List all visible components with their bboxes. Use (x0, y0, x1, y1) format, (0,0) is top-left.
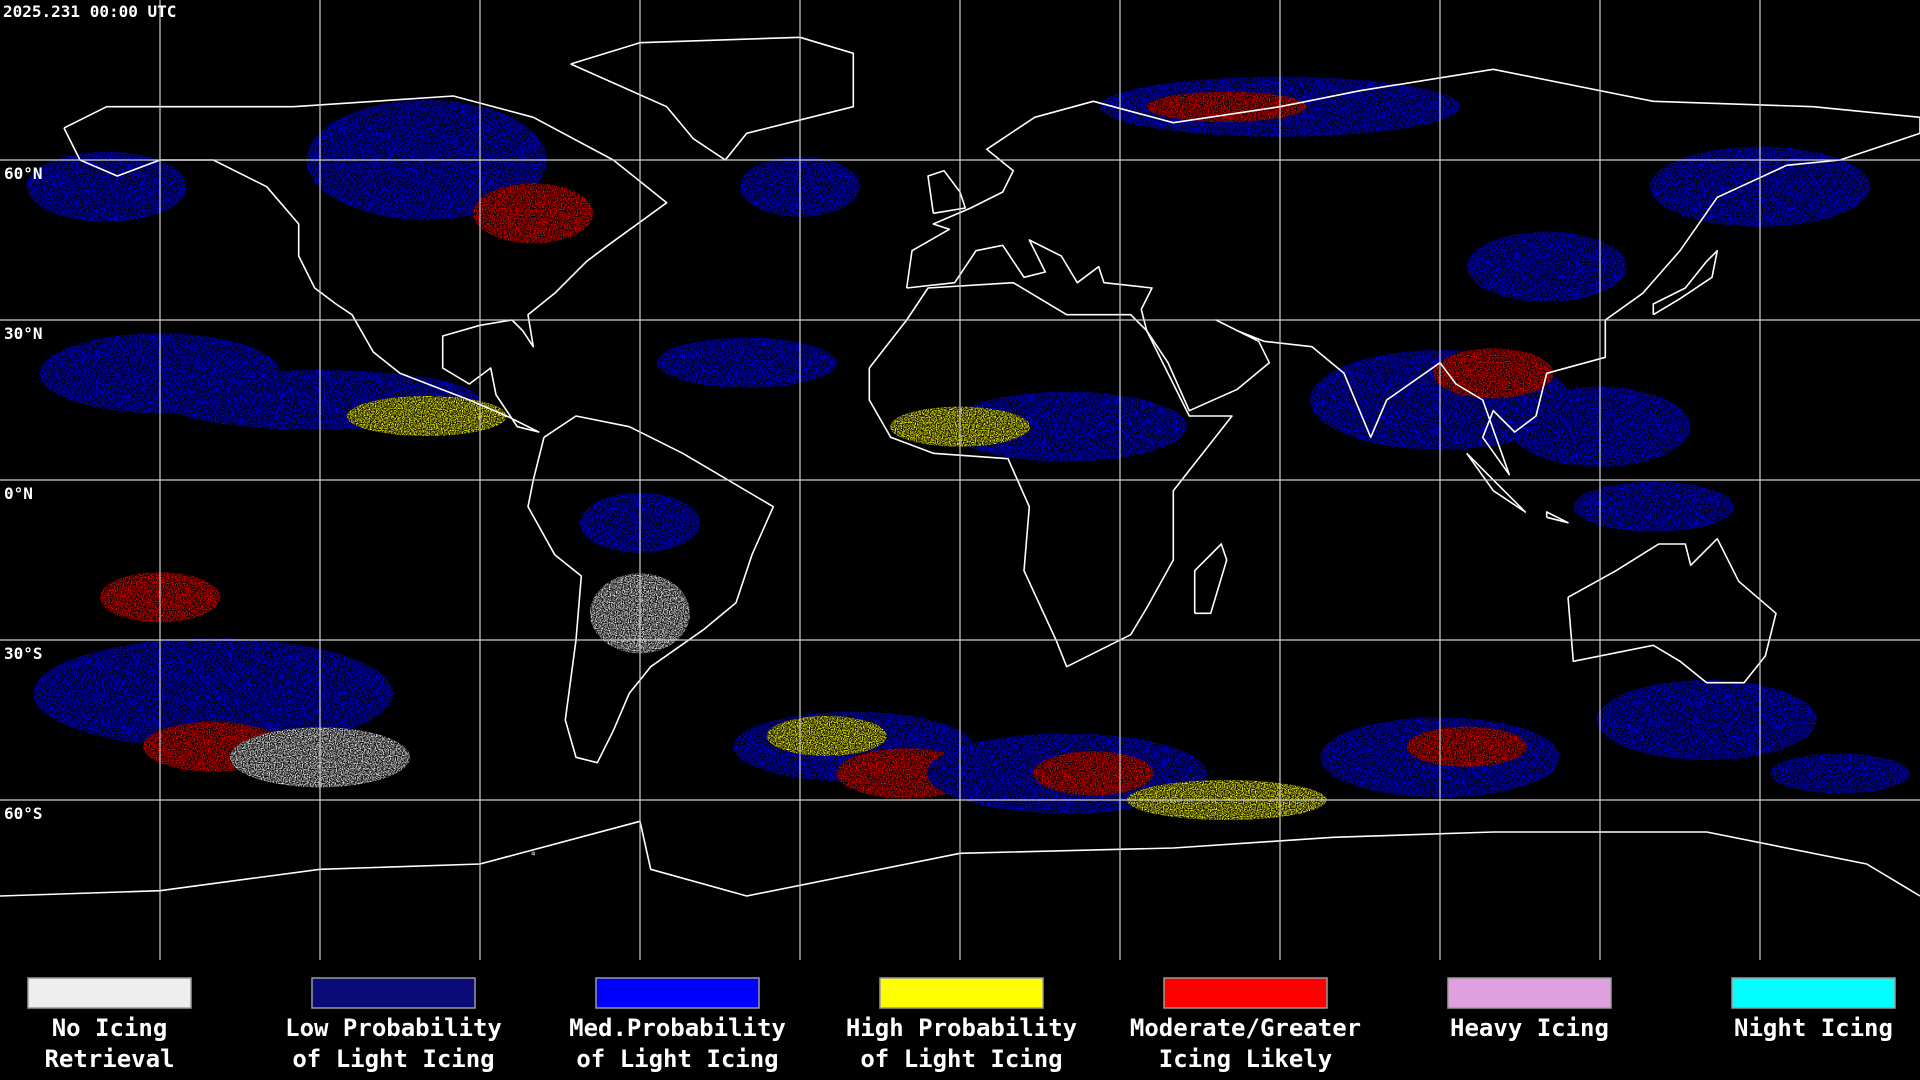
legend-label: No Icing (52, 1014, 168, 1042)
icing-patch (656, 337, 837, 388)
legend-swatch (27, 977, 192, 1009)
legend-label: of Light Icing (860, 1045, 1062, 1073)
coastline (1567, 537, 1777, 684)
icing-patch (26, 151, 187, 222)
legend-label: of Light Icing (576, 1045, 778, 1073)
latitude-labels: 60°N 30°N 0°N 30°S 60°S (4, 164, 43, 823)
coastline (1652, 249, 1719, 316)
coastline (1193, 543, 1228, 615)
icing-patch (1596, 680, 1817, 760)
legend-label: Night Icing (1734, 1014, 1893, 1042)
icing-patch (1033, 751, 1154, 796)
legend-swatch (1447, 977, 1612, 1009)
legend-swatch (1163, 977, 1328, 1009)
latitude-label: 0°N (4, 484, 33, 503)
legend-label: Med.Probability (569, 1014, 786, 1042)
coastline (905, 68, 1920, 476)
icing-patch (946, 391, 1187, 462)
coastline (1466, 452, 1527, 513)
legend-swatch (1731, 977, 1896, 1009)
timestamp: 2025.231 00:00 UTC (3, 2, 176, 21)
coastline (1545, 511, 1569, 524)
icing-patch (473, 183, 594, 244)
latitude-label: 30°S (4, 644, 43, 663)
icing-patches (26, 76, 1910, 856)
graticule (0, 0, 1920, 960)
icing-patch (1466, 231, 1627, 302)
legend-label: High Probability (846, 1014, 1077, 1042)
legend-label: Moderate/Greater (1130, 1014, 1361, 1042)
coastline (0, 820, 1920, 897)
legend-label: Icing Likely (1159, 1045, 1332, 1073)
latitude-label: 60°S (4, 804, 43, 823)
icing-patch (1146, 91, 1307, 122)
legend-swatch (879, 977, 1044, 1009)
legend-label: Heavy Icing (1450, 1014, 1609, 1042)
icing-patch (1406, 726, 1527, 767)
legend-label: of Light Icing (292, 1045, 494, 1073)
icing-patch (1433, 348, 1554, 399)
legend: No Icing Retrieval Low Probability of Light… (27, 977, 1896, 1073)
icing-patch (346, 396, 507, 436)
icing-patch (33, 638, 394, 749)
latitude-label: 60°N (4, 164, 43, 183)
icing-patch (766, 716, 887, 756)
icing-patch (1573, 481, 1734, 532)
coastline (527, 415, 775, 764)
icing-patch (531, 851, 536, 856)
icing-patch (1770, 753, 1910, 794)
coastline (868, 281, 1233, 668)
latitude-label: 30°N (4, 324, 43, 343)
legend-swatch (311, 977, 476, 1009)
legend-label: Retrieval (44, 1045, 174, 1073)
legend-label: Low Probability (285, 1014, 502, 1042)
legend-swatch (595, 977, 760, 1009)
